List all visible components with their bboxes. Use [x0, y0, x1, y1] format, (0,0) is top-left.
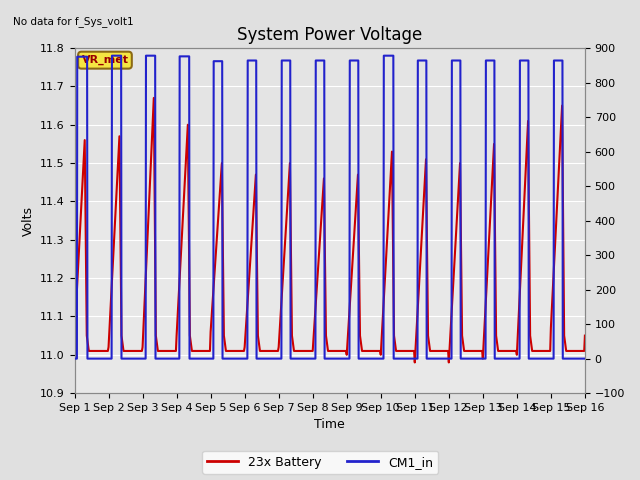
- Bar: [74, 48, 585, 202]
- X-axis label: Time: Time: [314, 419, 345, 432]
- Y-axis label: Volts: Volts: [22, 205, 35, 236]
- Title: System Power Voltage: System Power Voltage: [237, 26, 422, 44]
- Text: No data for f_Sys_volt1: No data for f_Sys_volt1: [13, 16, 134, 27]
- Text: VR_met: VR_met: [81, 55, 129, 65]
- Legend: 23x Battery, CM1_in: 23x Battery, CM1_in: [202, 451, 438, 474]
